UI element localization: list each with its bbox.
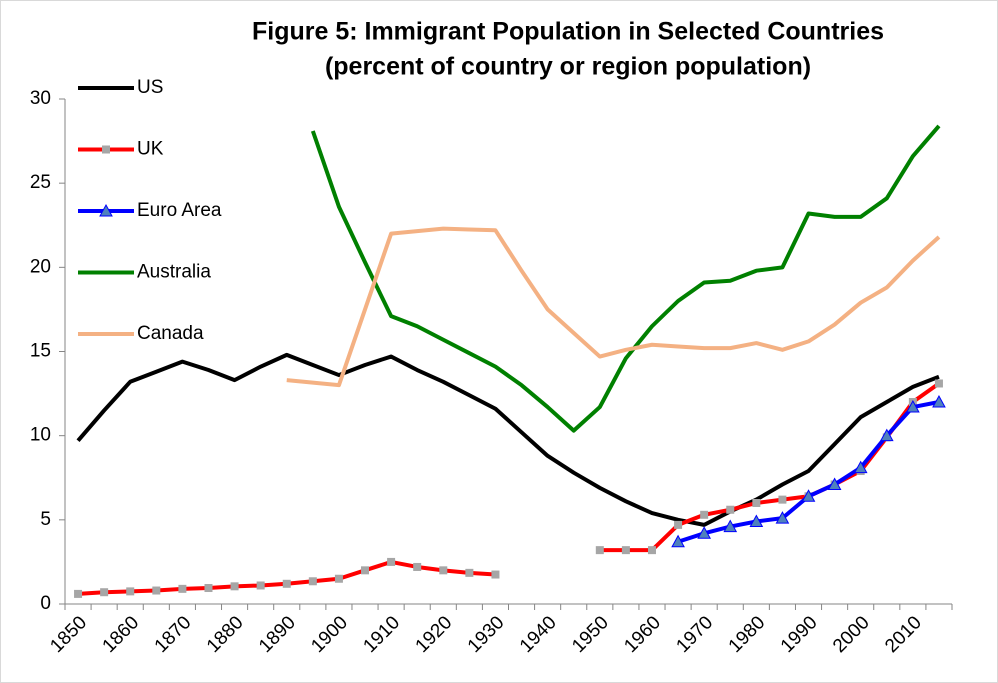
series-marker bbox=[932, 394, 946, 408]
series-marker bbox=[413, 562, 422, 571]
series-marker bbox=[465, 568, 474, 577]
series-marker bbox=[100, 588, 109, 597]
series-marker bbox=[282, 579, 291, 588]
x-tick-label: 1910 bbox=[359, 612, 404, 657]
x-tick-label: 1930 bbox=[464, 612, 509, 657]
series-marker bbox=[700, 510, 709, 519]
y-tick-label: 30 bbox=[30, 88, 51, 109]
series-marker bbox=[152, 586, 161, 595]
series-marker bbox=[621, 546, 630, 555]
legend-label: US bbox=[137, 77, 163, 98]
series-marker bbox=[647, 546, 656, 555]
series-marker bbox=[674, 520, 683, 529]
legend-label: Australia bbox=[137, 262, 211, 283]
series-marker bbox=[801, 489, 816, 502]
x-tick-label: 1970 bbox=[672, 612, 717, 657]
series-marker bbox=[775, 511, 790, 524]
series-marker bbox=[749, 514, 764, 528]
y-tick-label: 0 bbox=[40, 593, 51, 614]
x-tick-label: 1920 bbox=[412, 612, 457, 657]
y-tick-label: 10 bbox=[30, 425, 51, 446]
legend-marker bbox=[102, 145, 110, 154]
series-marker bbox=[74, 589, 83, 598]
legend-marker bbox=[99, 203, 113, 217]
series-marker bbox=[178, 584, 187, 593]
y-tick-label: 15 bbox=[30, 341, 51, 362]
legend-label: Canada bbox=[137, 323, 204, 344]
chart-title: Figure 5: Immigrant Population in Select… bbox=[252, 18, 884, 46]
x-tick-label: 1990 bbox=[777, 612, 822, 657]
x-tick-label: 1880 bbox=[203, 612, 248, 657]
series-marker bbox=[491, 570, 500, 579]
series-line bbox=[77, 381, 941, 596]
x-tick-label: 1900 bbox=[307, 612, 352, 657]
series-marker bbox=[256, 581, 265, 590]
series-marker bbox=[230, 582, 239, 591]
x-tick-label: 1860 bbox=[99, 612, 144, 657]
series-marker bbox=[671, 534, 685, 548]
series-marker bbox=[361, 566, 370, 575]
x-tick-label: 1980 bbox=[725, 612, 770, 657]
x-tick-label: 1870 bbox=[151, 612, 196, 657]
y-tick-label: 25 bbox=[30, 172, 51, 193]
series-marker bbox=[827, 477, 842, 490]
series-marker bbox=[752, 499, 761, 507]
series-marker bbox=[334, 574, 343, 583]
series-line bbox=[76, 352, 940, 527]
x-tick-label: 1940 bbox=[516, 612, 561, 657]
legend-label: Euro Area bbox=[137, 200, 222, 221]
legend-label: UK bbox=[137, 139, 164, 160]
x-tick-label: 2010 bbox=[881, 612, 926, 657]
x-tick-label: 1950 bbox=[568, 612, 613, 657]
series-marker bbox=[879, 428, 894, 442]
series-marker bbox=[778, 495, 787, 504]
series-marker bbox=[387, 557, 396, 566]
series-line bbox=[286, 226, 941, 388]
chart-subtitle: (percent of country or region population… bbox=[325, 53, 811, 81]
y-tick-label: 20 bbox=[30, 256, 51, 277]
series-line bbox=[310, 124, 941, 433]
series-marker bbox=[723, 519, 738, 533]
series-marker bbox=[906, 400, 920, 413]
series-marker bbox=[439, 566, 448, 575]
series-marker bbox=[853, 460, 868, 474]
series-marker bbox=[204, 584, 213, 593]
series-marker bbox=[726, 505, 735, 514]
series-marker bbox=[126, 587, 135, 596]
y-tick-label: 5 bbox=[40, 509, 51, 530]
series-marker bbox=[308, 577, 317, 586]
x-tick-label: 1890 bbox=[255, 612, 300, 657]
series-marker bbox=[595, 546, 604, 555]
series-marker bbox=[697, 526, 712, 539]
x-tick-label: 1960 bbox=[620, 612, 665, 657]
x-tick-label: 1850 bbox=[46, 612, 91, 657]
series-marker bbox=[934, 379, 943, 388]
x-tick-label: 2000 bbox=[829, 612, 874, 657]
